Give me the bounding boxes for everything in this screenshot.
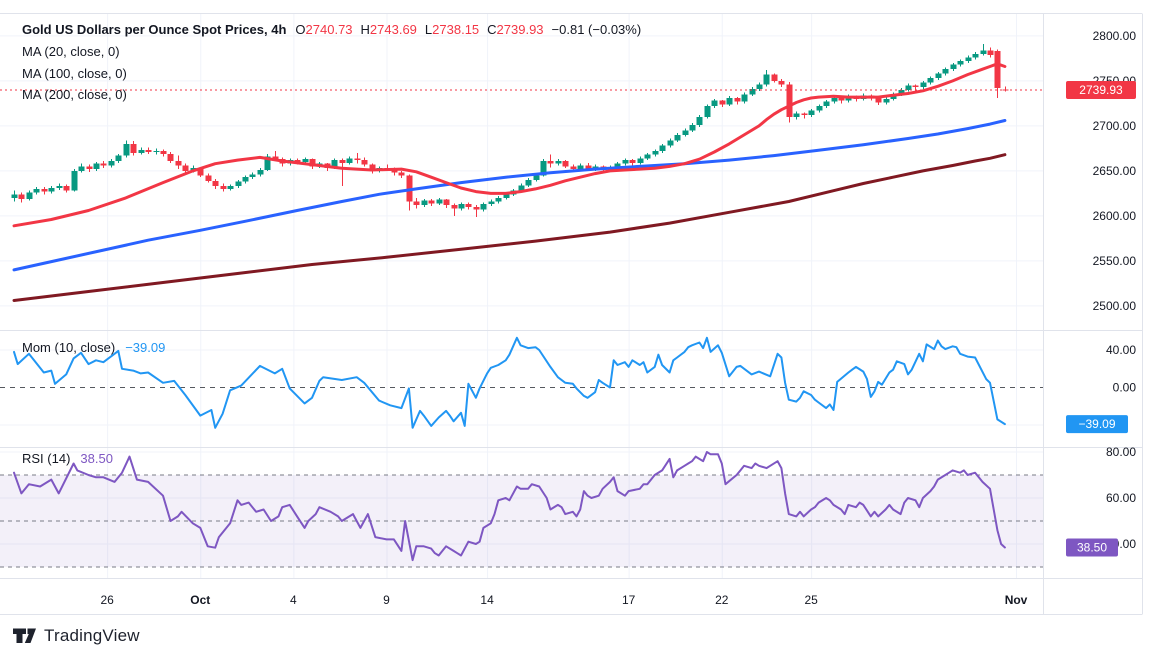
rsi-value: 38.50 <box>80 451 113 466</box>
axis-tick-label: 2500.00 <box>1093 299 1137 313</box>
legend-ma100[interactable]: MA (100, close, 0) <box>22 66 127 81</box>
ma100-line <box>12 119 1007 272</box>
time-scale[interactable]: 26 Oct 4 9 14 17 22 25 Nov <box>100 593 1027 607</box>
axis-tick-label: 40.00 <box>1106 343 1136 357</box>
ohlc-change: −0.81 (−0.03%) <box>551 22 642 37</box>
time-tick-label: Nov <box>1005 593 1028 607</box>
ohlc-high: H2743.69 <box>360 22 417 37</box>
ohlc-open: O2740.73 <box>295 22 353 37</box>
axis-tick-label: 2800.00 <box>1093 29 1137 43</box>
time-tick-label: 25 <box>804 593 818 607</box>
rsi-label: RSI (14) <box>22 451 71 466</box>
time-tick-label: 4 <box>290 593 297 607</box>
time-tick-label: 9 <box>383 593 390 607</box>
axis-tick-label: 60.00 <box>1106 491 1136 505</box>
rsi-line <box>13 451 1006 562</box>
price-scale[interactable]: 2800.002750.002700.002650.002600.002550.… <box>1093 29 1137 551</box>
momentum-line <box>13 336 1006 429</box>
axis-tick-label: 2550.00 <box>1093 254 1137 268</box>
legend-ma200[interactable]: MA (200, close, 0) <box>22 87 127 102</box>
symbol-legend-row[interactable]: Gold US Dollars per Ounce Spot Prices, 4… <box>22 22 641 37</box>
tradingview-wordmark: TradingView <box>44 626 140 645</box>
rsi-badge: 38.50 <box>1066 538 1118 557</box>
ohlc-values: O2740.73 H2743.69 L2738.15 C2739.93 −0.8… <box>295 22 641 37</box>
rsi-band <box>0 474 1043 568</box>
momentum-badge: −39.09 <box>1066 415 1128 434</box>
rsi-badge-text: 38.50 <box>1077 540 1107 554</box>
ma200-line <box>12 153 1007 302</box>
ohlc-low: L2738.15 <box>424 22 480 37</box>
momentum-label: Mom (10, close) <box>22 340 116 355</box>
price-badge-text: 2739.93 <box>1079 83 1123 97</box>
time-tick-label: 17 <box>622 593 636 607</box>
pane-borders <box>0 13 1143 615</box>
momentum-value: −39.09 <box>125 340 166 355</box>
time-tick-label: 14 <box>480 593 494 607</box>
ma20-line <box>12 62 1007 228</box>
axis-tick-label: 2700.00 <box>1093 119 1137 133</box>
grid-lines <box>0 14 1043 578</box>
symbol-title: Gold US Dollars per Ounce Spot Prices, 4… <box>22 22 287 37</box>
price-badge: 2739.93 <box>1066 81 1136 99</box>
momentum-badge-text: −39.09 <box>1078 417 1115 431</box>
legend-momentum[interactable]: Mom (10, close) −39.09 <box>22 340 165 355</box>
time-tick-label: 26 <box>100 593 114 607</box>
legend-ma20[interactable]: MA (20, close, 0) <box>22 44 120 59</box>
axis-tick-label: 0.00 <box>1113 381 1137 395</box>
tradingview-icon <box>13 628 36 643</box>
ohlc-close: C2739.93 <box>487 22 544 37</box>
time-tick-label: 22 <box>715 593 729 607</box>
candlestick-series <box>11 44 1009 217</box>
axis-tick-label: 2600.00 <box>1093 209 1137 223</box>
axis-tick-label: 2650.00 <box>1093 164 1137 178</box>
time-tick-label: Oct <box>190 593 210 607</box>
axis-tick-label: 80.00 <box>1106 445 1136 459</box>
legend-rsi[interactable]: RSI (14) 38.50 <box>22 451 113 466</box>
tradingview-logo-link[interactable]: TradingView <box>13 626 140 645</box>
